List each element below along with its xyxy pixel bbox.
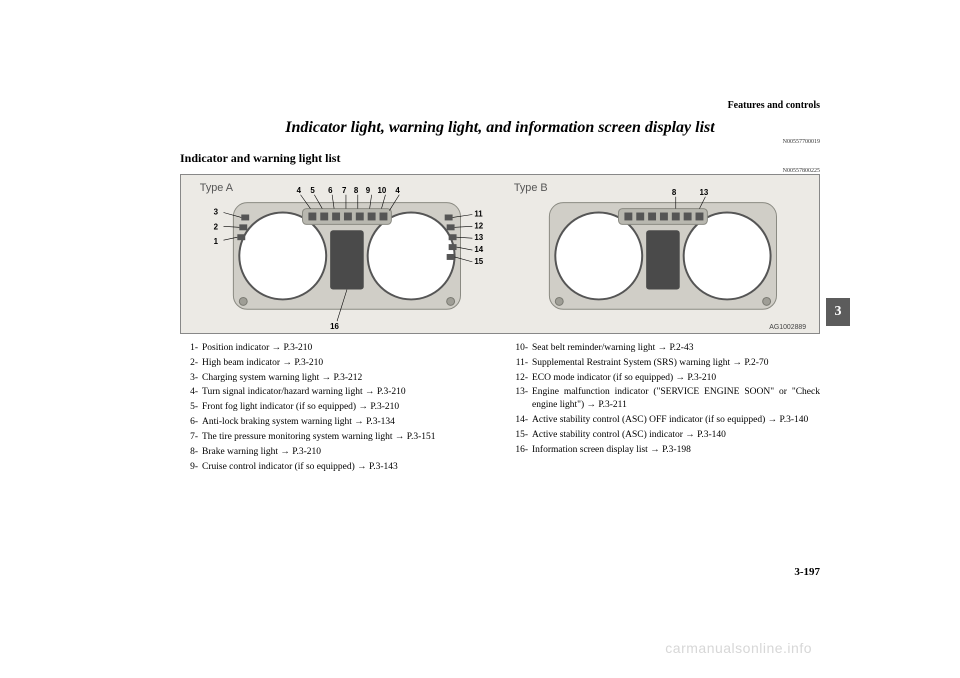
svg-text:5: 5 <box>310 186 315 195</box>
list-item-number: 12- <box>510 372 532 385</box>
svg-text:13: 13 <box>699 188 708 197</box>
section-header: Features and controls <box>180 100 820 111</box>
list-item-number: 7- <box>180 431 202 444</box>
list-item-number: 10- <box>510 342 532 355</box>
list-item-number: 15- <box>510 429 532 442</box>
svg-text:1: 1 <box>214 237 219 246</box>
list-item-text: Turn signal indicator/hazard warning lig… <box>202 386 490 399</box>
list-item-text: Supplemental Restraint System (SRS) warn… <box>532 357 820 370</box>
list-item: 8-Brake warning light → P.3-210 <box>180 446 490 459</box>
list-item-number: 4- <box>180 386 202 399</box>
list-item: 13-Engine malfunction indicator ("SERVIC… <box>510 386 820 412</box>
list-item: 10-Seat belt reminder/warning light → P.… <box>510 342 820 355</box>
list-item-number: 14- <box>510 414 532 427</box>
typeA-top-numbers: 4 5 6 7 8 9 10 4 <box>297 186 401 195</box>
list-item-text: Seat belt reminder/warning light → P.2-4… <box>532 342 820 355</box>
list-item: 14-Active stability control (ASC) OFF in… <box>510 414 820 427</box>
list-item-text: Position indicator → P.3-210 <box>202 342 490 355</box>
list-item-text: Front fog light indicator (if so equippe… <box>202 401 490 414</box>
svg-text:11: 11 <box>474 209 483 218</box>
list-col-left: 1-Position indicator → P.3-2102-High bea… <box>180 342 490 475</box>
list-item-text: Cruise control indicator (if so equipped… <box>202 461 490 474</box>
svg-text:6: 6 <box>328 186 333 195</box>
list-item: 7-The tire pressure monitoring system wa… <box>180 431 490 444</box>
list-item: 12-ECO mode indicator (if so equipped) →… <box>510 372 820 385</box>
list-item-text: The tire pressure monitoring system warn… <box>202 431 490 444</box>
svg-text:4: 4 <box>297 186 302 195</box>
manual-page: Features and controls Indicator light, w… <box>180 100 820 475</box>
page-number: 3-197 <box>794 566 820 578</box>
list-item-text: ECO mode indicator (if so equipped) → P.… <box>532 372 820 385</box>
type-b-label: Type B <box>514 182 548 194</box>
diagram-svg: Type A Type B <box>181 175 819 333</box>
indicator-diagram: Type A Type B <box>180 174 820 334</box>
svg-text:14: 14 <box>474 245 483 254</box>
svg-text:13: 13 <box>474 233 483 242</box>
list-item-text: Information screen display list → P.3-19… <box>532 444 820 457</box>
svg-text:15: 15 <box>474 257 483 266</box>
svg-text:9: 9 <box>366 186 371 195</box>
svg-text:16: 16 <box>330 322 339 331</box>
svg-text:4: 4 <box>395 186 400 195</box>
list-item: 3-Charging system warning light → P.3-21… <box>180 372 490 385</box>
doc-code-1: N00557700019 <box>180 139 820 145</box>
list-item: 5-Front fog light indicator (if so equip… <box>180 401 490 414</box>
list-item-text: Anti-lock braking system warning light →… <box>202 416 490 429</box>
list-item: 1-Position indicator → P.3-210 <box>180 342 490 355</box>
list-item-number: 8- <box>180 446 202 459</box>
indicator-list: 1-Position indicator → P.3-2102-High bea… <box>180 342 820 475</box>
list-item: 6-Anti-lock braking system warning light… <box>180 416 490 429</box>
list-item: 11-Supplemental Restraint System (SRS) w… <box>510 357 820 370</box>
list-item-number: 6- <box>180 416 202 429</box>
list-item-text: Active stability control (ASC) indicator… <box>532 429 820 442</box>
list-item: 4-Turn signal indicator/hazard warning l… <box>180 386 490 399</box>
list-item-text: Active stability control (ASC) OFF indic… <box>532 414 820 427</box>
list-item-text: Charging system warning light → P.3-212 <box>202 372 490 385</box>
list-item-number: 16- <box>510 444 532 457</box>
list-item: 2-High beam indicator → P.3-210 <box>180 357 490 370</box>
svg-text:2: 2 <box>214 222 219 231</box>
svg-text:7: 7 <box>342 186 347 195</box>
svg-text:8: 8 <box>672 188 677 197</box>
svg-text:12: 12 <box>474 221 483 230</box>
list-item: 9-Cruise control indicator (if so equipp… <box>180 461 490 474</box>
list-item-number: 1- <box>180 342 202 355</box>
list-item-text: Engine malfunction indicator ("SERVICE E… <box>532 386 820 412</box>
list-item-text: High beam indicator → P.3-210 <box>202 357 490 370</box>
list-item-number: 13- <box>510 386 532 412</box>
svg-text:8: 8 <box>354 186 359 195</box>
list-item-number: 5- <box>180 401 202 414</box>
chapter-tab: 3 <box>826 298 850 326</box>
list-item-number: 2- <box>180 357 202 370</box>
subheading: Indicator and warning light list <box>180 151 820 166</box>
type-a-label: Type A <box>200 182 234 194</box>
list-item-number: 3- <box>180 372 202 385</box>
list-item: 15-Active stability control (ASC) indica… <box>510 429 820 442</box>
list-col-right: 10-Seat belt reminder/warning light → P.… <box>510 342 820 475</box>
list-item-number: 9- <box>180 461 202 474</box>
list-item-text: Brake warning light → P.3-210 <box>202 446 490 459</box>
svg-text:3: 3 <box>214 208 219 217</box>
list-item-number: 11- <box>510 357 532 370</box>
watermark: carmanualsonline.info <box>665 640 812 656</box>
cluster-type-a: 4 5 6 7 8 9 10 4 3 2 <box>214 186 484 331</box>
svg-text:10: 10 <box>378 186 387 195</box>
list-item: 16-Information screen display list → P.3… <box>510 444 820 457</box>
page-title: Indicator light, warning light, and info… <box>180 119 820 137</box>
cluster-type-b: 8 13 <box>549 188 776 310</box>
figure-code: AG1002889 <box>769 324 806 331</box>
